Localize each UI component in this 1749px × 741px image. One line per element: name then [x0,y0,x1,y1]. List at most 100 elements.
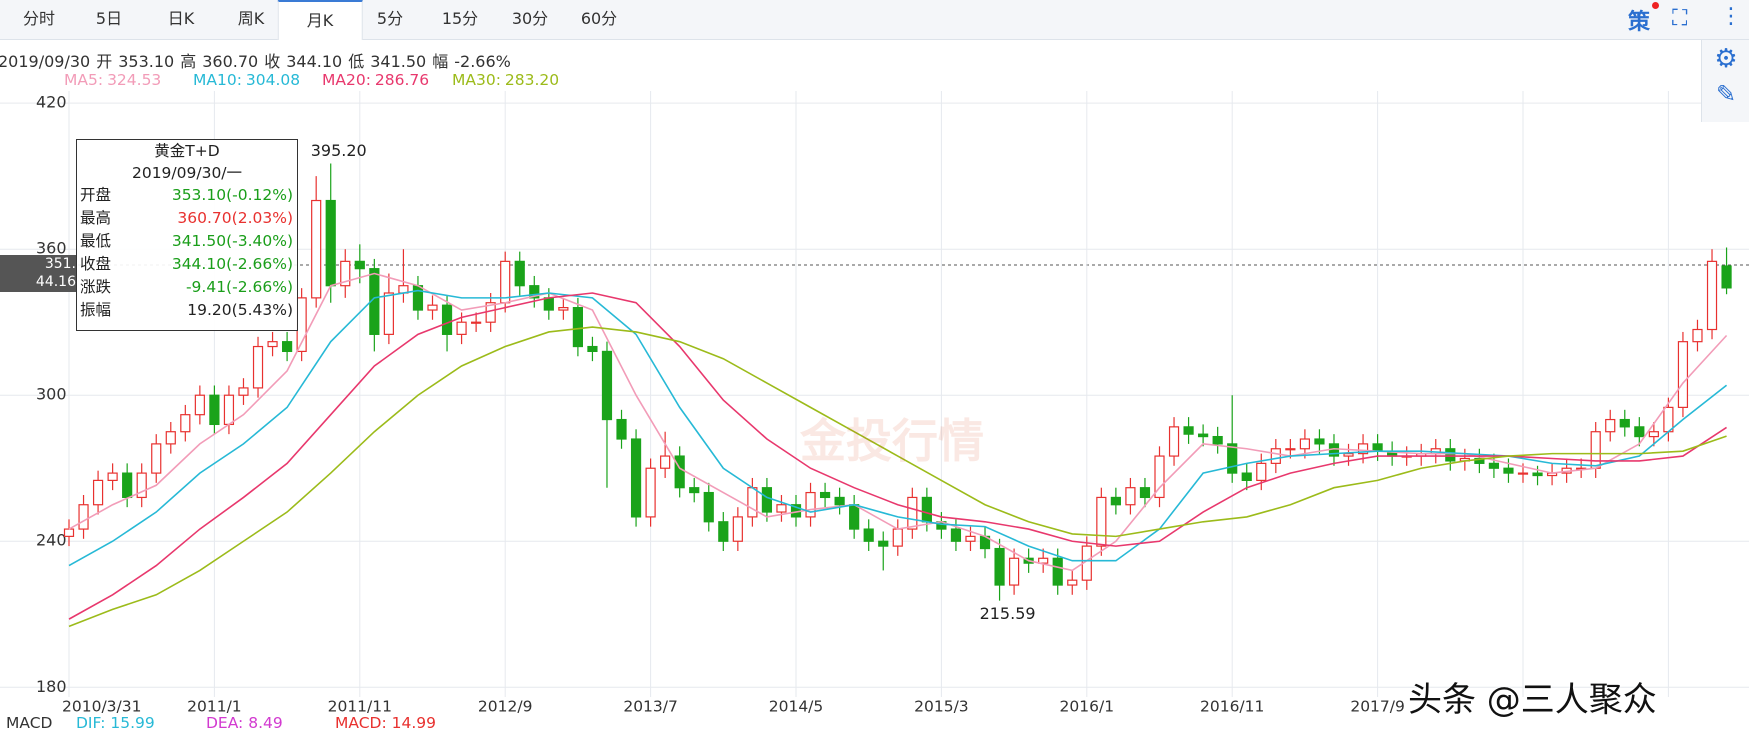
y-tick-label: 420 [36,93,67,112]
candle-body [500,260,511,304]
candle-body [325,199,336,287]
candle-body [994,547,1005,586]
candle-body [892,528,903,547]
tooltip-title: 黄金T+D [154,142,220,160]
candle-body [1125,487,1136,506]
tooltip-row: 收盘 344.10(-2.66%) [77,253,297,276]
candle-body [1096,496,1107,547]
legend-name: MA30: [452,71,501,89]
candle-body [209,394,220,426]
candle-body [543,297,554,311]
candle-body [1605,418,1616,433]
candle-body [1052,557,1063,586]
ma-line [68,289,1728,567]
x-tick-label: 2012/9 [478,698,533,716]
macd-item: DIF: 15.99 [76,714,155,732]
macd-title: MACD [6,714,53,732]
candle-body [703,491,714,523]
tooltip-row: 振幅 19.20(5.43%) [77,299,297,322]
watermark: 头条 @三人聚众 [1408,680,1657,720]
candle-body [471,321,482,324]
candle-body [1372,443,1383,452]
tab[interactable]: 15分 [441,9,479,28]
crosshair-price: 351. [44,256,76,272]
candle-body [1474,457,1485,464]
header-label: 收 [264,52,281,71]
candle-body [78,504,89,530]
toolbar-strategy[interactable]: 策 [1628,10,1651,35]
settings-icon[interactable]: ⚙ [1714,44,1738,74]
candle-body [282,341,293,353]
candle-body [732,516,743,542]
candle-body [311,199,322,299]
candle-body [1343,453,1354,457]
tooltip-value: 341.50(-3.40%) [171,232,293,250]
candle-body [1445,448,1456,462]
candle-body [1168,426,1180,457]
legend-value: 324.53 [107,71,162,89]
y-tick-label: 180 [36,677,67,696]
tab[interactable]: 月K [277,0,363,40]
candle-body [1198,433,1209,438]
candle-body [1706,260,1718,331]
tab[interactable]: 日K [167,9,195,28]
tooltip-label: 涨跌 [80,278,112,296]
tooltip-date: 2019/09/30/一 [131,164,243,182]
x-tick-label: 2010/3/31 [62,698,141,716]
legend-name: MA5: [64,71,104,89]
more-icon[interactable]: ⋮ [1720,4,1742,29]
ma-line [68,272,1728,572]
candle-body [1008,557,1020,586]
draw-icon[interactable]: ✎ [1715,80,1737,108]
candle-body [965,535,976,542]
candle-body [1139,487,1151,499]
tab[interactable]: 分时 [22,9,56,28]
candle-body [1241,472,1252,481]
candle-body [1154,455,1165,499]
x-tick-label: 2015/3 [914,698,969,716]
x-tick-label: 2017/9 [1350,698,1405,716]
tab[interactable]: 周K [237,9,265,28]
notify-dot [1652,2,1659,9]
candle-body [136,472,147,499]
crosshair-change: 44.16 [35,274,76,290]
header-label: 低 [348,52,365,71]
header-label: 幅 [432,52,449,71]
candle-body [1038,557,1049,564]
x-tick-label: 2011/11 [328,698,392,716]
candle-body [863,528,874,542]
legend-name: MA20: [322,71,371,89]
candle-body [1517,472,1529,475]
candle-body [630,438,642,518]
candle-body [1183,426,1194,435]
candle-body [63,528,75,537]
candle-body [514,260,525,287]
candle-body [950,528,962,542]
quote-header: 2019/09/30 开 353.10 高 360.70 收 344.10 低 341.50 幅 -… [0,48,517,72]
tab[interactable]: 60分 [580,9,618,28]
candle-body [1532,472,1543,477]
candle-body [587,345,598,353]
tooltip-row: 最低 341.50(-3.40%) [77,230,297,253]
fullscreen-icon[interactable]: ⛶ [1672,6,1688,31]
tooltip-value: 344.10(-2.66%) [171,255,293,273]
candle-body [194,394,205,416]
header-value: 360.70 [202,52,259,71]
tab[interactable]: 30分 [511,9,549,28]
candle-body [529,285,540,299]
candle-body [122,472,133,499]
candle-body [689,487,700,494]
tooltip: 黄金T+D 2019/09/30/一 开盘 353.10(-0.12%) 最高 360.7… [76,139,298,331]
annotation: 215.59 [980,604,1036,623]
candle-body [92,479,104,506]
ma-line [68,326,1727,628]
header-date: 2019/09/30 [0,52,91,71]
x-tick-label: 2016/1 [1060,698,1115,716]
candle-body [747,487,758,518]
tab[interactable]: 5分 [376,9,404,28]
candle-body [1503,467,1514,474]
tab[interactable]: 5日 [95,9,123,28]
candle-body [1677,341,1689,408]
candle-body [1314,438,1325,445]
